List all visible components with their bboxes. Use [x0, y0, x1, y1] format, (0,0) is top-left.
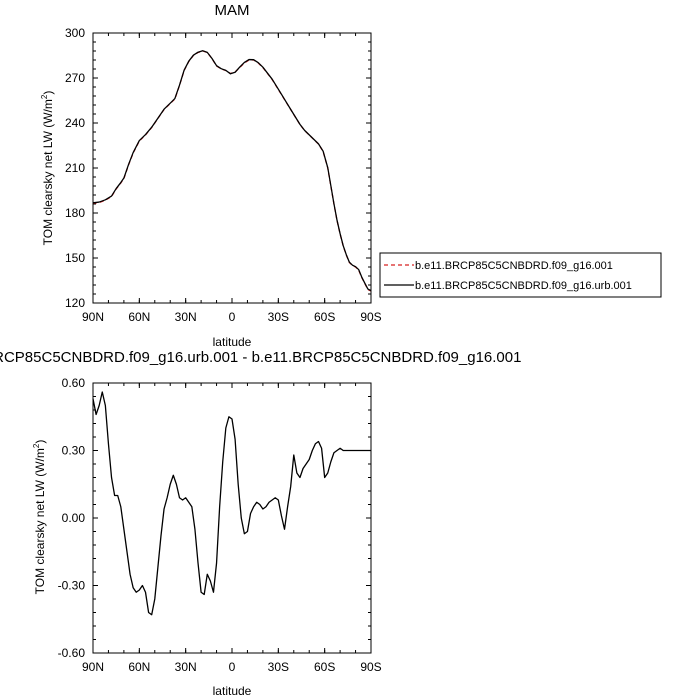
top-x-tick-label: 90N [82, 310, 104, 324]
legend: b.e11.BRCP85C5CNBDRD.f09_g16.001 b.e11.B… [379, 252, 662, 298]
legend-label-series-1: b.e11.BRCP85C5CNBDRD.f09_g16.001 [415, 260, 613, 272]
top-series-line-1 [92, 50, 372, 292]
top-chart-title: MAM [215, 2, 250, 19]
top-x-tick-label: 60N [128, 310, 150, 324]
bottom-x-tick-label: 60N [128, 660, 150, 674]
top-plot-frame [92, 32, 372, 304]
bottom-plot-frame [92, 382, 372, 654]
top-y-tick-label: 120 [65, 296, 85, 310]
bottom-x-tick-label: 60S [314, 660, 335, 674]
top-y-tick-label: 240 [65, 116, 85, 130]
top-y-tick-label: 300 [65, 26, 85, 40]
top-x-axis-label: latitude [213, 335, 252, 349]
top-x-tick-label: 30N [175, 310, 197, 324]
top-y-tick-label: 150 [65, 251, 85, 265]
legend-box [379, 252, 662, 298]
bottom-y-tick-label: -0.30 [58, 579, 86, 593]
bottom-y-tick-label: 0.00 [62, 511, 86, 525]
top-y-tick-label: 270 [65, 71, 85, 85]
top-x-tick-label: 90S [360, 310, 381, 324]
top-x-tick-label: 30S [268, 310, 289, 324]
bottom-x-tick-label: 90N [82, 660, 104, 674]
bottom-chart-title: b.e11.BRCP85C5CNBDRD.f09_g16.urb.001 - b… [0, 349, 521, 366]
top-x-tick-label: 60S [314, 310, 335, 324]
bottom-x-tick-label: 90S [360, 660, 381, 674]
top-series-line-2 [92, 50, 372, 292]
top-y-tick-label: 210 [65, 161, 85, 175]
top-y-axis-label: TOM clearsky net LW (W/m2) [40, 91, 55, 246]
bottom-x-axis-label: latitude [213, 684, 252, 698]
bottom-y-tick-label: 0.60 [62, 376, 86, 390]
bottom-y-axis-label: TOM clearsky net LW (W/m2) [32, 440, 47, 595]
bottom-chart: b.e11.BRCP85C5CNBDRD.f09_g16.urb.001 - b… [0, 349, 521, 698]
top-x-tick-label: 0 [229, 310, 236, 324]
legend-label-series-2: b.e11.BRCP85C5CNBDRD.f09_g16.urb.001 [415, 280, 632, 292]
bottom-series-line-1 [92, 391, 371, 616]
bottom-x-tick-label: 30N [175, 660, 197, 674]
bottom-y-tick-label: 0.30 [62, 444, 86, 458]
bottom-x-tick-label: 30S [268, 660, 289, 674]
bottom-y-tick-label: -0.60 [58, 646, 86, 660]
top-y-tick-label: 180 [65, 206, 85, 220]
top-chart: MAM 90N 60N 30N 0 30S 60S 90S 120 150 180 210 240 2… [40, 2, 382, 349]
bottom-x-tick-label: 0 [229, 660, 236, 674]
